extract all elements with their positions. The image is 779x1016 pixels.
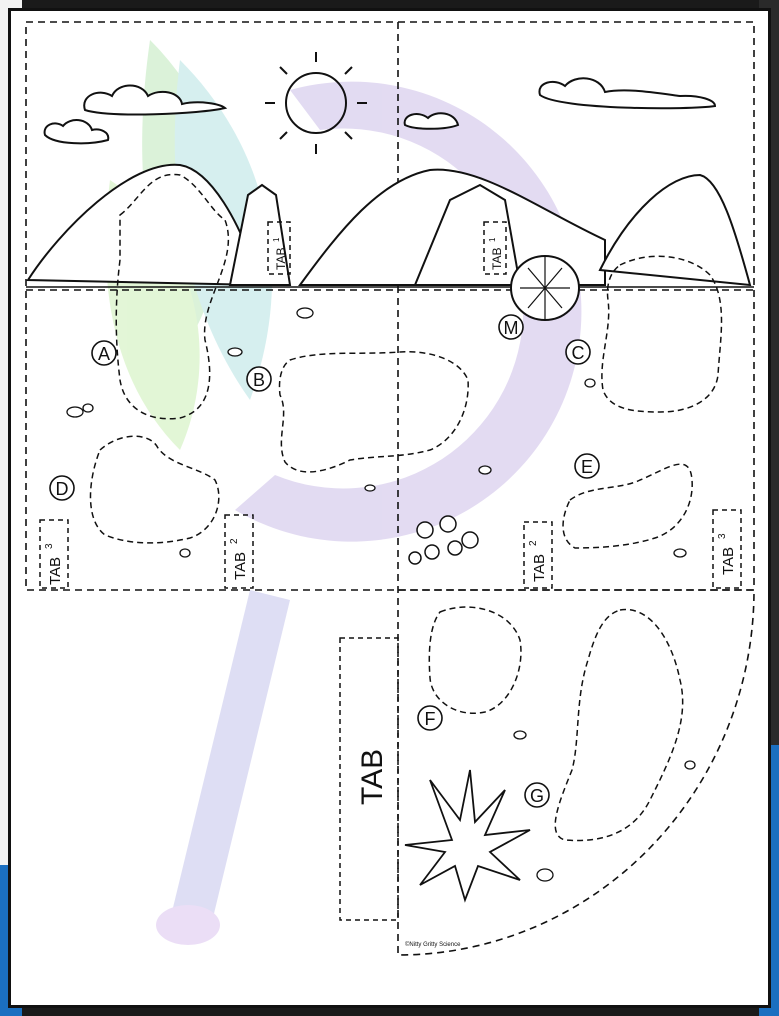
svg-text:3: 3 bbox=[717, 533, 728, 539]
clouds bbox=[43, 77, 717, 145]
svg-text:1: 1 bbox=[272, 237, 281, 242]
svg-text:E: E bbox=[581, 457, 593, 477]
label-a: A bbox=[91, 340, 117, 366]
svg-text:TAB: TAB bbox=[531, 554, 548, 582]
barrel-cactus-icon bbox=[510, 255, 580, 321]
tab3-left-label: TAB 3 bbox=[44, 543, 64, 585]
cut-lines bbox=[25, 21, 755, 956]
svg-text:TAB: TAB bbox=[490, 248, 504, 270]
mountains bbox=[26, 163, 754, 288]
pebbles bbox=[66, 307, 696, 882]
svg-text:1: 1 bbox=[488, 237, 497, 242]
sun-icon bbox=[265, 52, 367, 154]
svg-text:TAB: TAB bbox=[232, 552, 249, 580]
label-m: M bbox=[498, 314, 524, 340]
piece-labels: A B C D E F G M bbox=[49, 314, 600, 808]
copyright-text: ©Nitty Gritty Science bbox=[405, 941, 461, 948]
svg-text:D: D bbox=[56, 479, 69, 499]
svg-text:2: 2 bbox=[528, 540, 539, 546]
svg-text:TAB: TAB bbox=[47, 557, 64, 585]
agave-plant-icon bbox=[404, 769, 531, 903]
tab1-right-label: TAB 1 bbox=[488, 237, 504, 270]
label-b: B bbox=[246, 366, 272, 392]
tab-outlines bbox=[39, 221, 742, 921]
tab1-left-label: TAB 1 bbox=[272, 237, 288, 270]
big-tab-label: TAB bbox=[356, 749, 389, 805]
svg-text:TAB: TAB bbox=[274, 248, 288, 270]
svg-text:B: B bbox=[253, 370, 265, 390]
label-g: G bbox=[524, 782, 550, 808]
wildflowers-icon bbox=[408, 515, 479, 565]
tab3-right-label: TAB 3 bbox=[717, 533, 737, 575]
svg-text:2: 2 bbox=[229, 538, 240, 544]
svg-text:TAB: TAB bbox=[356, 749, 389, 805]
svg-text:A: A bbox=[98, 344, 110, 364]
label-d: D bbox=[49, 475, 75, 501]
puzzle-pieces bbox=[89, 173, 723, 842]
label-e: E bbox=[574, 453, 600, 479]
svg-text:TAB: TAB bbox=[720, 547, 737, 575]
worksheet-page bbox=[8, 8, 771, 1008]
label-f: F bbox=[417, 705, 443, 731]
label-c: C bbox=[565, 339, 591, 365]
tab2-right-label: TAB 2 bbox=[528, 540, 548, 582]
svg-text:G: G bbox=[530, 786, 544, 806]
svg-text:C: C bbox=[572, 343, 585, 363]
tab2-left-label: TAB 2 bbox=[229, 538, 249, 580]
svg-text:F: F bbox=[425, 709, 436, 729]
svg-text:M: M bbox=[504, 318, 519, 338]
tab-labels: TAB 1 TAB 1 TAB 3 TAB 2 TAB 2 TAB 3 TAB bbox=[44, 237, 737, 805]
svg-text:3: 3 bbox=[44, 543, 55, 549]
